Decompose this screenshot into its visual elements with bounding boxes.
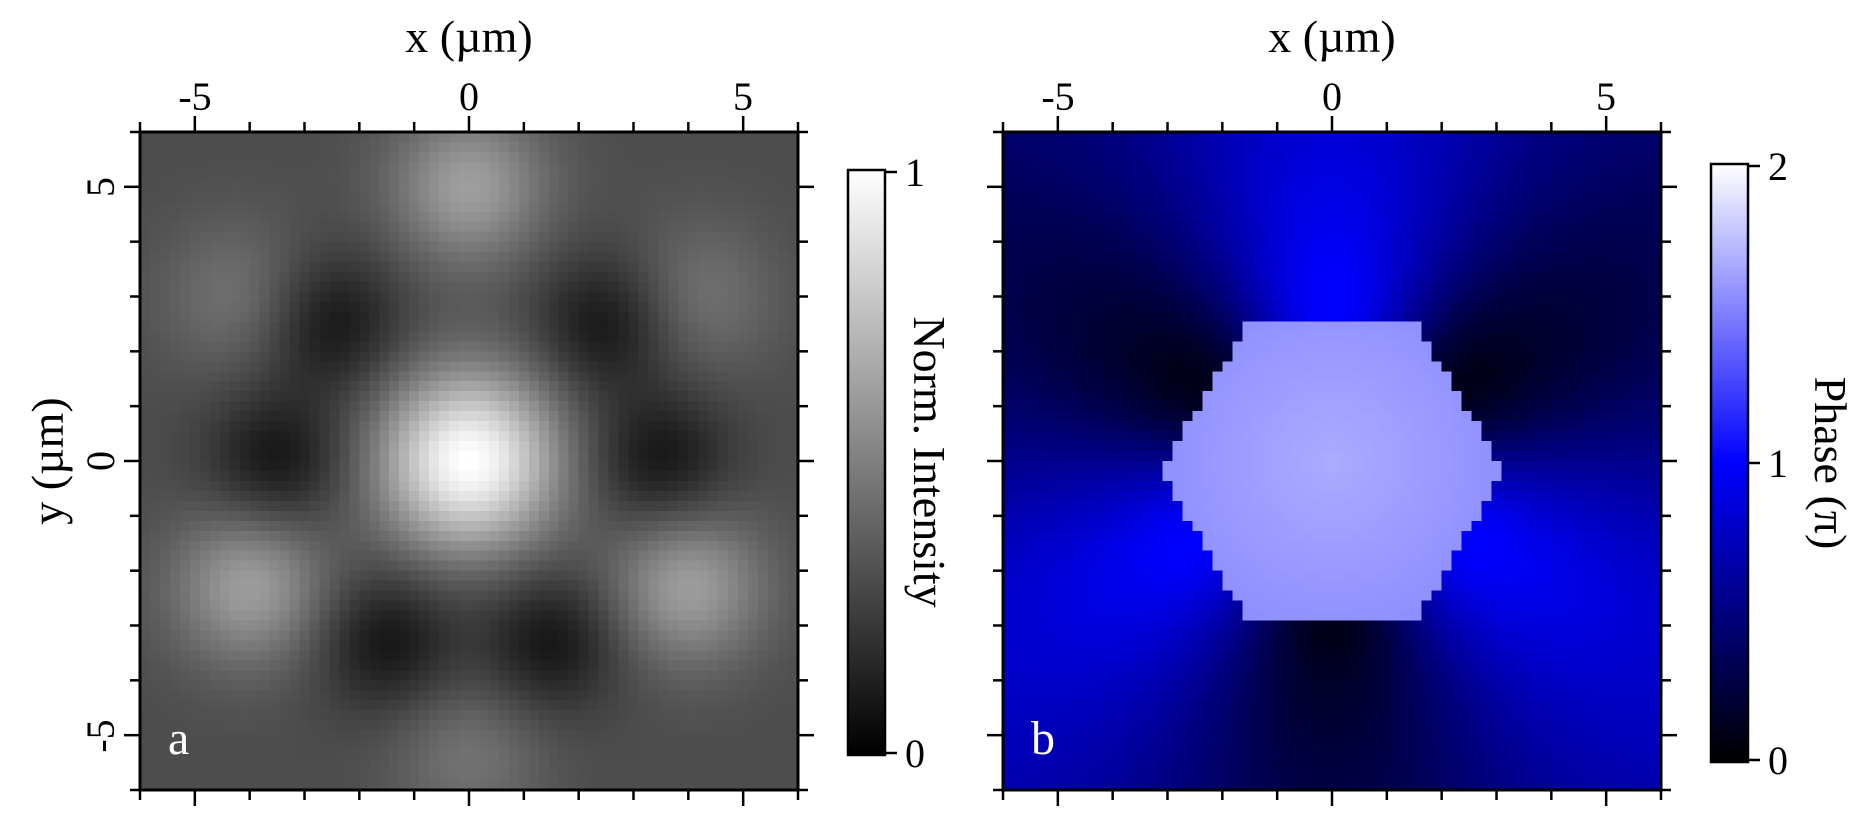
- panel-a: x (µm) -5 0 5 y (µm) -5 0 5 a 1 0 Norm. …: [22, 11, 955, 806]
- x-axis-title-a: x (µm): [405, 11, 532, 62]
- colorbar-b-tick-label: 1: [1768, 441, 1788, 486]
- heatmap-a-image: [140, 132, 798, 790]
- x-tick-label: 0: [459, 74, 479, 119]
- colorbar-b: [1709, 162, 1750, 764]
- tick-marks-a: [124, 116, 814, 806]
- x-tick-label: -5: [178, 74, 211, 119]
- colorbar-b-tick-label: 2: [1768, 144, 1788, 189]
- panel-letter-b: b: [1031, 712, 1055, 765]
- colorbar-a-label: Norm. Intensity: [904, 316, 955, 607]
- y-tick-label: -5: [78, 719, 123, 752]
- y-tick-label: 5: [78, 177, 123, 197]
- x-axis-title-b: x (µm): [1268, 11, 1395, 62]
- colorbar-a-tick-label: 1: [905, 150, 925, 195]
- colorbar-b-tick-label: 0: [1768, 738, 1788, 783]
- panel-letter-a: a: [168, 712, 189, 765]
- x-tick-label: 5: [1596, 74, 1616, 119]
- panel-b: x (µm) -5 0 5 b 2 1 0 Phase (π): [987, 11, 1856, 806]
- x-tick-label: 5: [733, 74, 753, 119]
- y-tick-label: 0: [78, 451, 123, 471]
- colorbar-a-tick-label: 0: [905, 731, 925, 776]
- x-tick-label: 0: [1322, 74, 1342, 119]
- x-tick-label: -5: [1041, 74, 1074, 119]
- heatmap-b-image: [1003, 132, 1661, 790]
- y-axis-title-a: y (µm): [22, 397, 73, 524]
- colorbar-b-label: Phase (π): [1805, 377, 1856, 550]
- tick-marks-b: [987, 116, 1677, 806]
- colorbar-a: [846, 168, 887, 757]
